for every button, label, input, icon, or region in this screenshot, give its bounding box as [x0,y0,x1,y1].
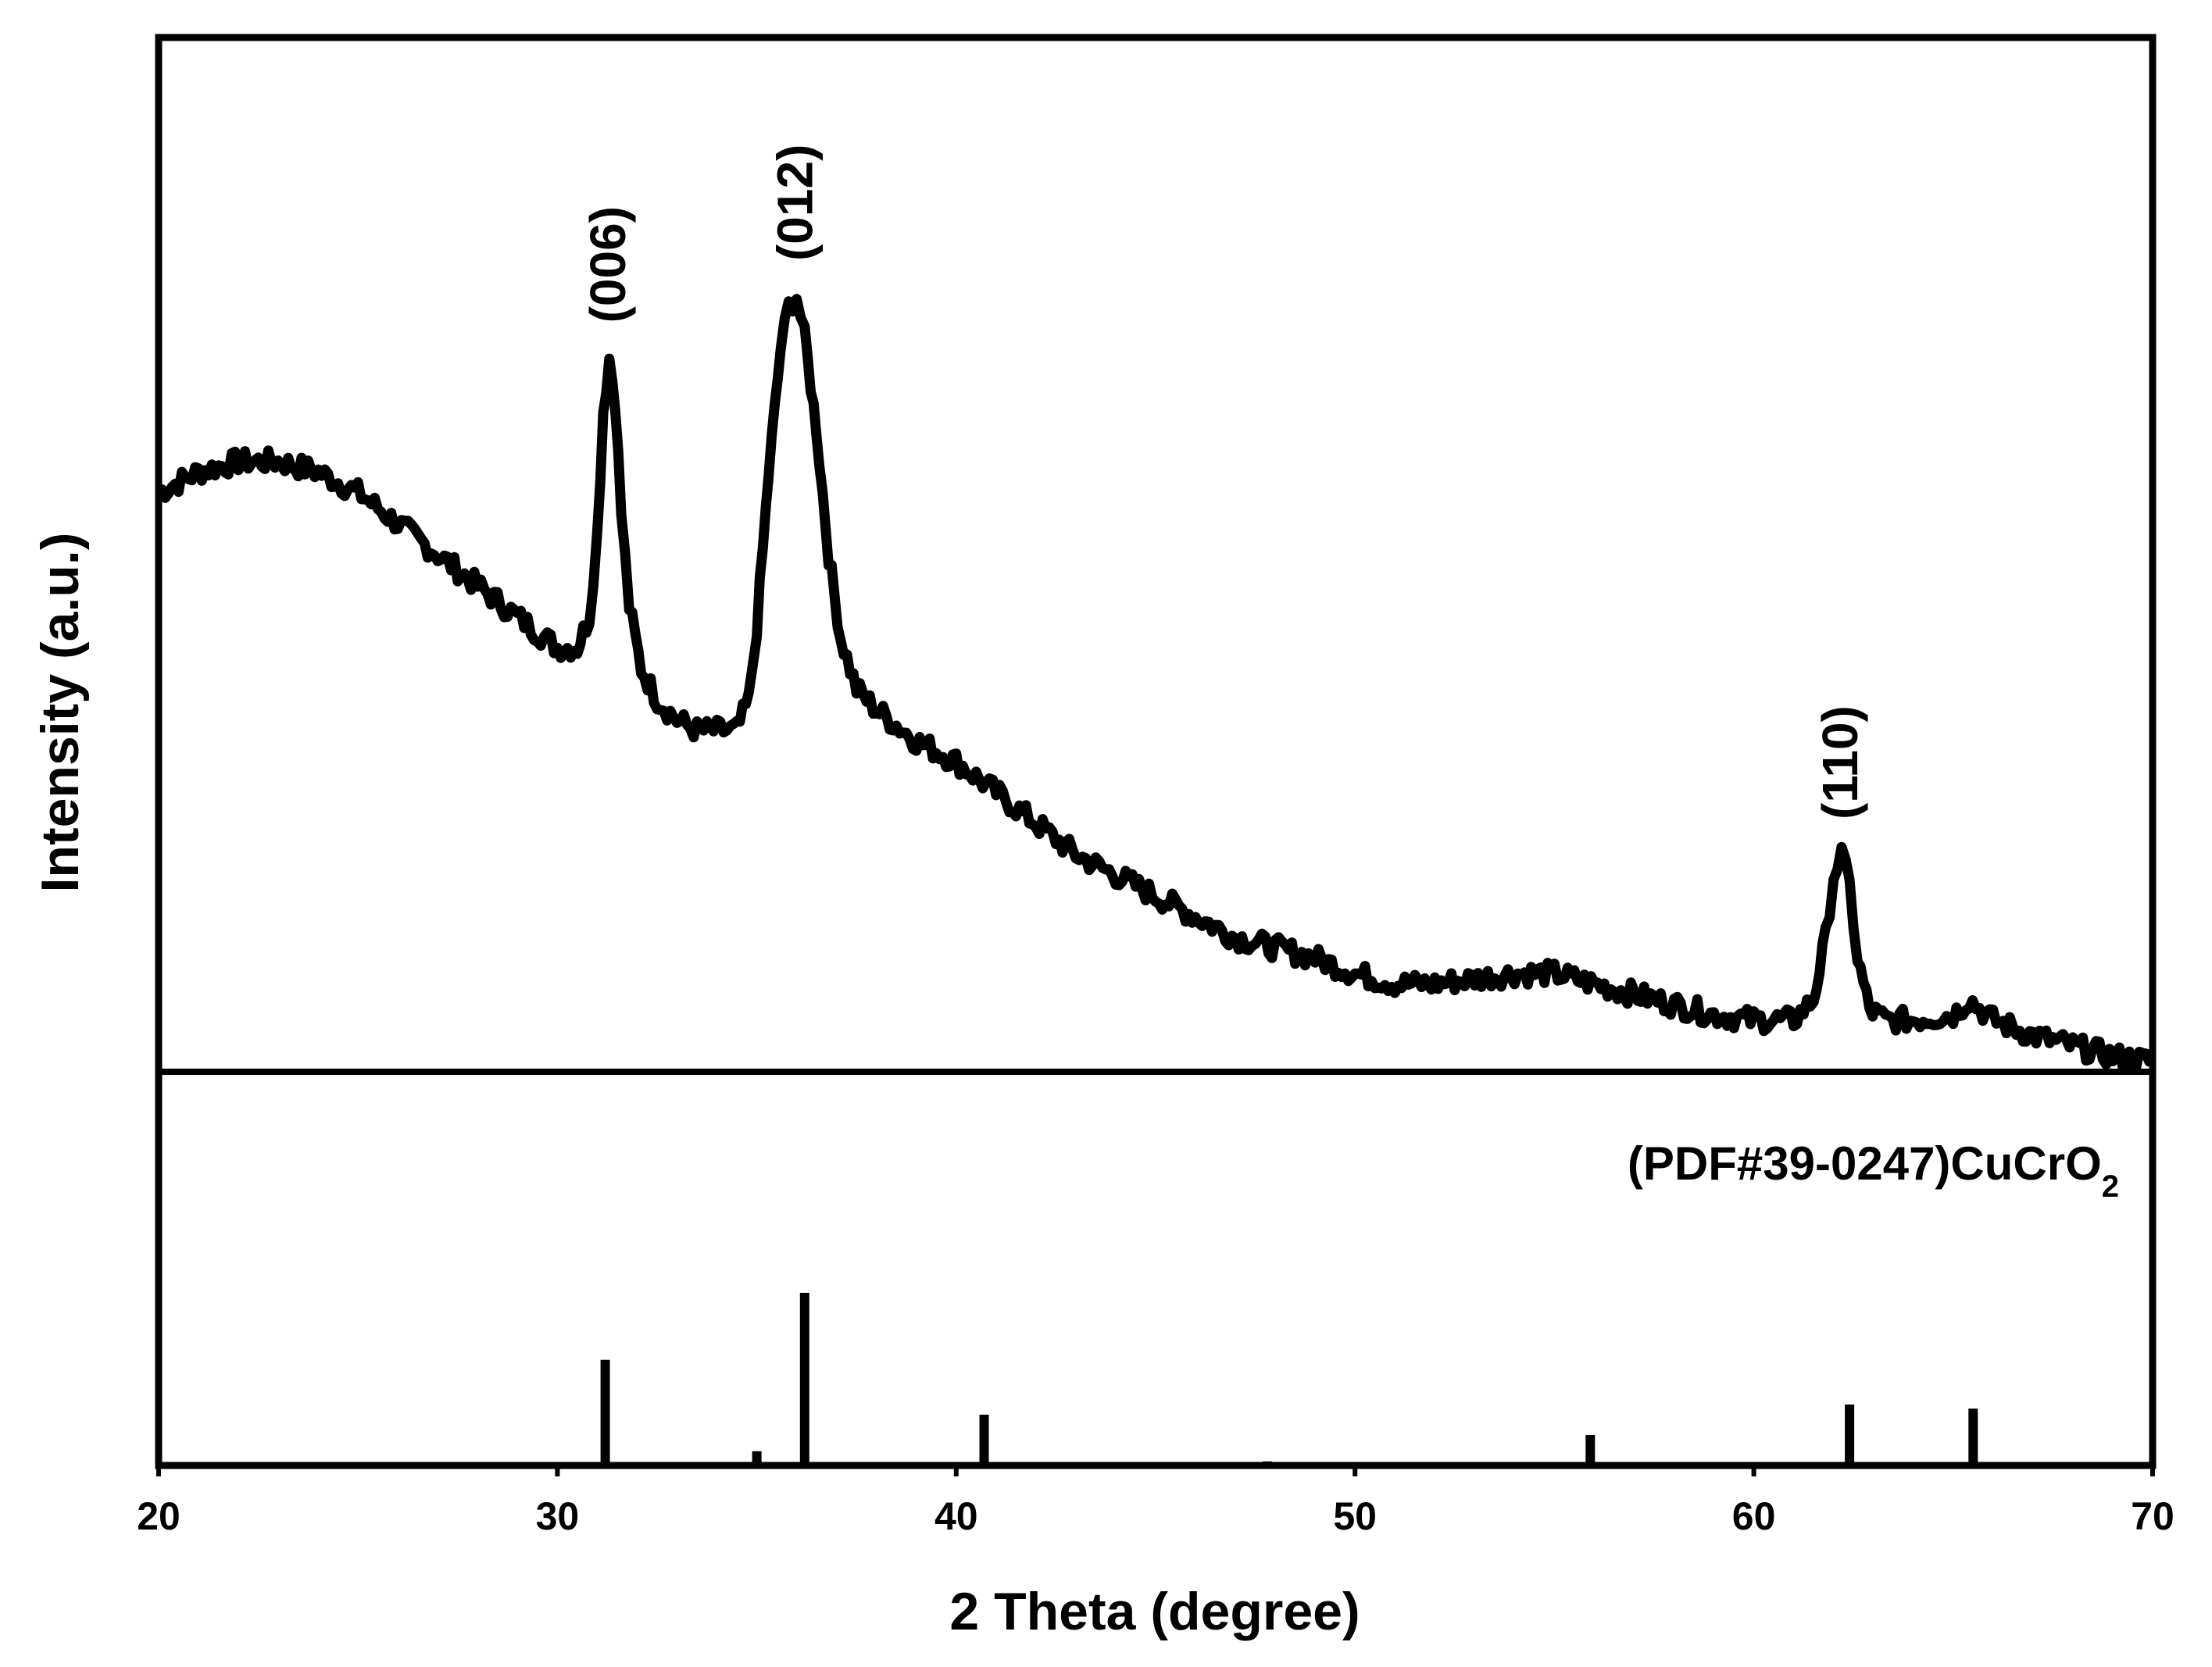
peak-labels: (006) (012) (110) [580,145,1868,819]
x-axis-title: 2 Theta (degree) [949,1582,1360,1641]
reference-label-main: (PDF#39-0247)CuCrO [1628,1137,2102,1190]
peak-label-1: (012) [767,145,824,261]
reference-label-subscript: 2 [2102,1169,2119,1204]
x-tick-label-0: 20 [137,1494,180,1538]
reference-lines [600,1293,1978,1465]
y-axis-title: Intensity (a.u.) [30,533,90,893]
x-tick-label-1: 30 [536,1494,580,1538]
x-tick-label-2: 40 [934,1494,978,1538]
x-tick-label-5: 70 [2131,1494,2174,1538]
x-tick-label-3: 50 [1333,1494,1377,1538]
plot-frame [155,34,2157,1469]
peak-label-0: (006) [580,206,636,323]
reference-label: (PDF#39-0247)CuCrO2 [1628,1137,2119,1204]
xrd-series-line [155,294,2155,1073]
x-axis-ticks: 20 30 40 50 60 70 [137,1465,2174,1538]
x-tick-label-4: 60 [1732,1494,1776,1538]
peak-label-2: (110) [1812,705,1868,819]
